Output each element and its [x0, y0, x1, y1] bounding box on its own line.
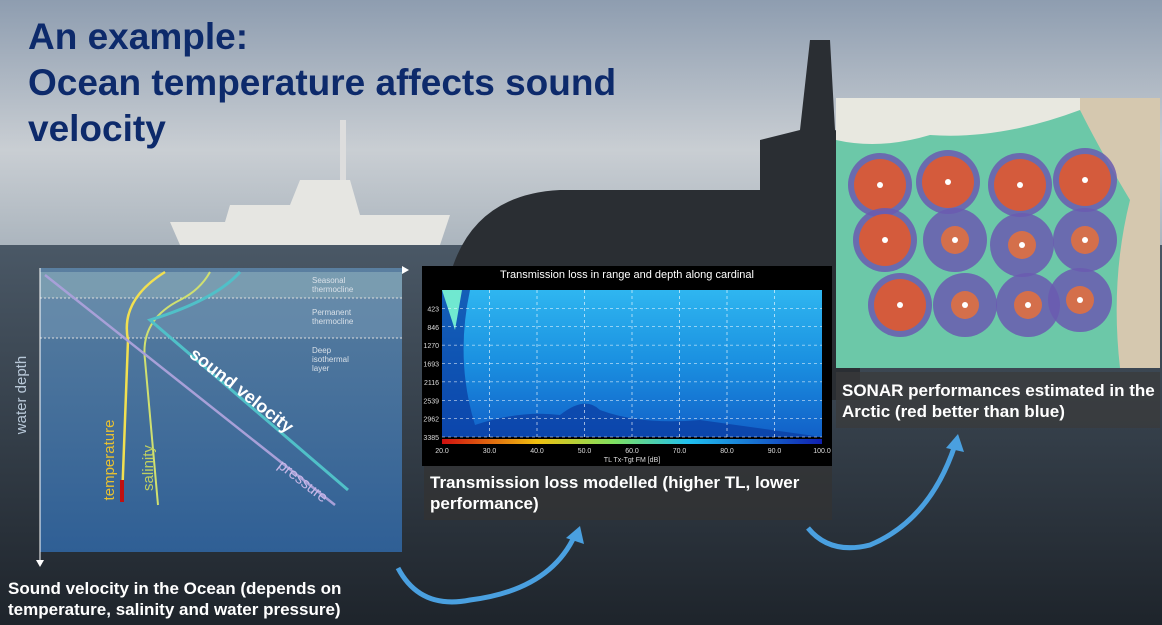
title-line: An example: — [28, 14, 616, 60]
depth-tick-label: 2962 — [423, 417, 439, 424]
sonar-core — [897, 302, 903, 308]
layer-label: Seasonal thermocline — [312, 276, 372, 294]
axis-label: water depth — [13, 356, 30, 435]
sonar-core — [1082, 237, 1088, 243]
layer-label: Permanent thermocline — [312, 308, 372, 326]
curve-label: temperature — [101, 420, 118, 501]
sonar-core — [1019, 242, 1025, 248]
sonar-core — [962, 302, 968, 308]
depth-tick-label: 3385 — [423, 435, 439, 442]
slide: water depth temperature salinity sound v… — [0, 0, 1162, 625]
colorbar-tick-label: 70.0 — [673, 448, 687, 455]
caption: Transmission loss modelled (higher TL, l… — [430, 472, 830, 514]
colorbar-tick-label: 50.0 — [578, 448, 592, 455]
sonar-core — [877, 182, 883, 188]
title-line: velocity — [28, 106, 616, 152]
caption: SONAR performances estimated in the Arct… — [842, 380, 1160, 422]
sonar-core — [1017, 182, 1023, 188]
colorbar-tick-label: 80.0 — [720, 448, 734, 455]
colorbar-tick-label: 30.0 — [483, 448, 497, 455]
colorbar-tick-label: 60.0 — [625, 448, 639, 455]
depth-tick-label: 2539 — [423, 398, 439, 405]
depth-tick-label: 1693 — [423, 362, 439, 369]
depth-tick-label: 423 — [427, 306, 439, 313]
tl-chart-title: Transmission loss in range and depth alo… — [500, 269, 754, 281]
slide-title: An example: Ocean temperature affects so… — [28, 14, 616, 152]
sonar-core — [952, 237, 958, 243]
depth-tick-label: 2116 — [424, 380, 439, 387]
layer-label: Deep isothermal layer — [312, 346, 357, 373]
temperature-end — [120, 480, 124, 502]
depth-tick-label: 846 — [427, 325, 439, 332]
colorbar-tick-label: 100.0 — [813, 448, 831, 455]
caption: Sound velocity in the Ocean (depends on … — [8, 578, 408, 620]
colorbar — [442, 439, 822, 444]
curve-label: salinity — [140, 445, 157, 491]
title-line: Ocean temperature affects sound — [28, 60, 616, 106]
colorbar-tick-label: 20.0 — [435, 448, 449, 455]
sonar-core — [1082, 177, 1088, 183]
colorbar-label: TL Tx-Tgt FM [dB] — [604, 457, 660, 464]
sonar-core — [882, 237, 888, 243]
sonar-core — [1077, 297, 1083, 303]
colorbar-tick-label: 90.0 — [768, 448, 782, 455]
colorbar-tick-label: 40.0 — [530, 448, 544, 455]
depth-tick-label: 1270 — [423, 343, 439, 350]
sonar-core — [945, 179, 951, 185]
sonar-core — [1025, 302, 1031, 308]
